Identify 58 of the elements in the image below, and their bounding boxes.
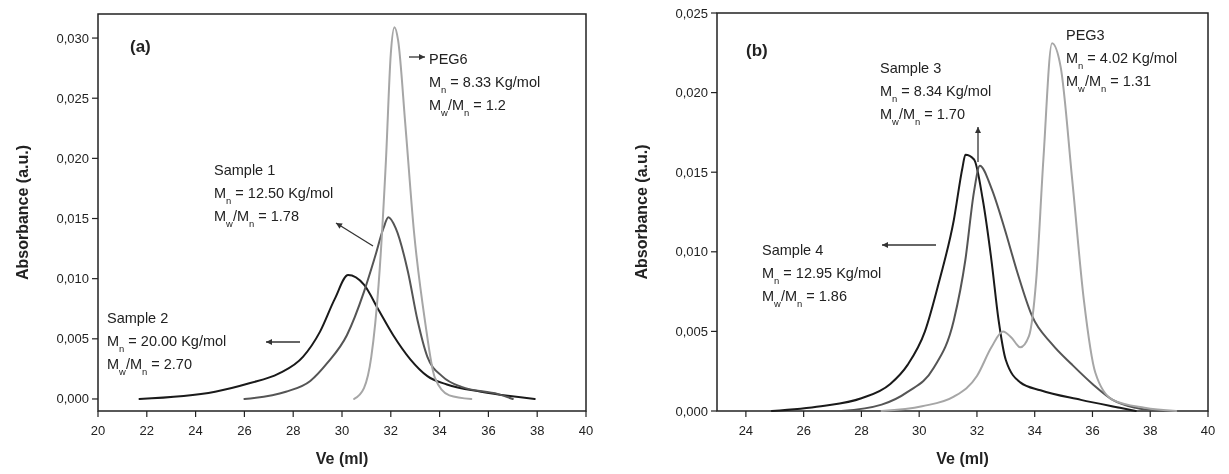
y-tick-label: 0,000 <box>56 391 89 407</box>
annotation: Sample 3 <box>880 60 942 76</box>
y-tick-label: 0,005 <box>56 331 89 347</box>
x-tick-label: 40 <box>1200 423 1216 438</box>
y-axis-title: Absorbance (a.u.) <box>14 144 31 281</box>
x-tick-label: 40 <box>578 423 594 438</box>
x-tick-label: 36 <box>481 423 496 438</box>
y-axis-title: Absorbance (a.u.) <box>633 144 650 280</box>
annotation: M$_{n}$ = 8.34 Kg/mol <box>880 83 992 104</box>
y-tick-label: 0,025 <box>56 90 89 106</box>
x-tick-label: 22 <box>139 423 155 438</box>
y-tick-label: 0,005 <box>675 323 708 339</box>
x-axis-title: Ve (ml) <box>936 450 989 467</box>
annotation: M$_{n}$ = 4.02 Kg/mol <box>1066 50 1178 71</box>
annotation: (b) <box>746 41 768 60</box>
y-tick-label: 0,015 <box>56 211 89 227</box>
x-tick-label: 32 <box>969 423 985 438</box>
y-tick-label: 0,010 <box>675 244 708 260</box>
y-tick-label: 0,010 <box>56 271 89 287</box>
annotation: M$_{n}$ = 12.95 Kg/mol <box>762 265 882 286</box>
annotation: M$_{n}$ = 12.50 Kg/mol <box>214 185 334 206</box>
x-tick-label: 24 <box>188 423 203 438</box>
annotation: M$_{w}$/M$_{n}$ = 1.70 <box>880 106 965 127</box>
annotation: M$_{w}$/M$_{n}$ = 1.78 <box>214 208 299 229</box>
x-tick-label: 38 <box>529 423 545 438</box>
annotation: M$_{w}$/M$_{n}$ = 1.31 <box>1066 73 1151 94</box>
x-tick-label: 32 <box>383 423 399 438</box>
y-tick-label: 0,030 <box>56 30 89 46</box>
annotation: M$_{w}$/M$_{n}$ = 1.86 <box>762 288 847 309</box>
x-axis-title: Ve (ml) <box>315 450 369 467</box>
annotation: Sample 4 <box>762 242 824 258</box>
annotation: PEG6 <box>429 51 468 67</box>
annotation: M$_{n}$ = 8.33 Kg/mol <box>429 74 541 95</box>
x-tick-label: 36 <box>1085 423 1100 438</box>
x-tick-label: 34 <box>1027 423 1042 438</box>
annotation: Sample 2 <box>107 310 169 326</box>
x-tick-label: 28 <box>285 423 301 438</box>
y-tick-label: 0,025 <box>675 5 708 21</box>
x-tick-label: 30 <box>911 423 927 438</box>
x-tick-label: 34 <box>432 423 447 438</box>
annotation: Sample 1 <box>214 162 276 178</box>
x-tick-label: 26 <box>237 423 252 438</box>
y-tick-label: 0,020 <box>56 150 89 166</box>
x-tick-label: 26 <box>796 423 811 438</box>
y-tick-label: 0,000 <box>675 403 708 419</box>
annotation: M$_{w}$/M$_{n}$ = 2.70 <box>107 356 192 377</box>
annotation: (a) <box>130 37 151 56</box>
line-series <box>880 42 1178 412</box>
y-tick-label: 0,020 <box>675 85 708 101</box>
x-tick-label: 24 <box>738 423 754 438</box>
annotation: PEG3 <box>1066 27 1105 43</box>
annotation: M$_{w}$/M$_{n}$ = 1.2 <box>429 97 506 118</box>
x-tick-label: 20 <box>90 423 106 438</box>
x-tick-label: 38 <box>1143 423 1158 438</box>
y-tick-label: 0,015 <box>675 164 708 180</box>
annotation: M$_{n}$ = 20.00 Kg/mol <box>107 333 227 354</box>
x-tick-label: 28 <box>854 423 869 438</box>
x-tick-label: 30 <box>334 423 350 438</box>
